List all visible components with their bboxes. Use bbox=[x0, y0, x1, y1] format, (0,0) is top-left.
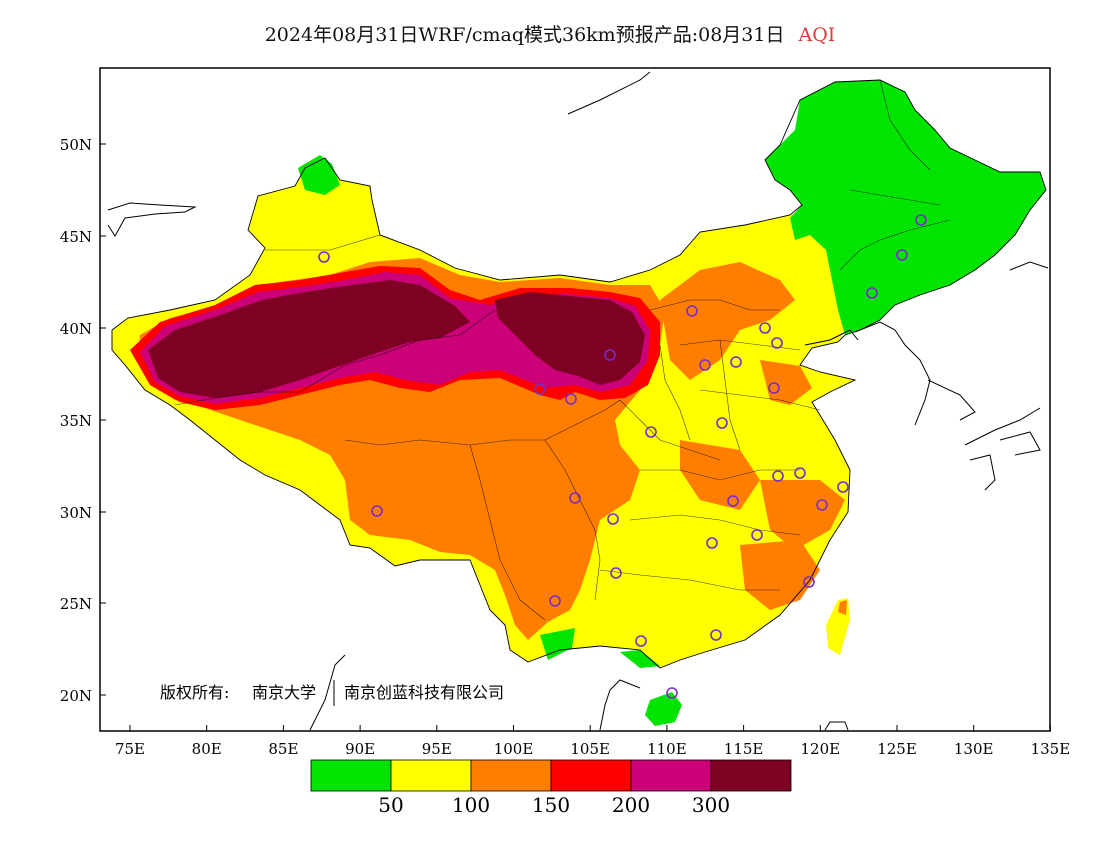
legend-label: 100 bbox=[452, 793, 490, 817]
region-usg-east5 bbox=[740, 540, 820, 610]
legend-label: 50 bbox=[378, 793, 403, 817]
city-station-marker bbox=[534, 383, 546, 395]
longitude-axis: 75E 80E 85E 90E 95E 100E 105E 110E 115E 120E 125E 1… bbox=[115, 725, 1070, 758]
city-station-marker bbox=[727, 495, 739, 507]
station-markers bbox=[318, 214, 927, 699]
copyright-label: 版权所有: bbox=[160, 683, 229, 702]
region-good-guangxi bbox=[620, 650, 660, 668]
coastlines bbox=[107, 71, 1049, 731]
aqi-legend: 50 100 150 200 300 bbox=[310, 759, 792, 817]
city-station-marker bbox=[772, 470, 784, 482]
legend-label: 200 bbox=[612, 793, 650, 817]
lon-tick-label: 135E bbox=[1031, 740, 1071, 758]
lon-tick-label: 110E bbox=[647, 740, 687, 758]
legend-swatch bbox=[390, 759, 472, 792]
city-station-marker bbox=[915, 214, 927, 226]
city-station-marker bbox=[686, 305, 698, 317]
region-good-south bbox=[540, 628, 575, 660]
lon-tick-label: 85E bbox=[268, 740, 298, 758]
city-station-marker bbox=[607, 513, 619, 525]
china-border bbox=[111, 79, 1047, 669]
city-station-marker bbox=[371, 505, 383, 517]
city-station-marker bbox=[794, 467, 806, 479]
city-station-marker bbox=[730, 356, 742, 368]
region-hazardous-2 bbox=[495, 292, 645, 385]
latitude-axis: 50N 45N 40N 35N 30N 25N 20N bbox=[60, 136, 106, 705]
legend-swatch bbox=[550, 759, 632, 792]
city-station-marker bbox=[645, 426, 657, 438]
legend-swatch bbox=[470, 759, 552, 792]
title-variable: AQI bbox=[798, 24, 836, 46]
city-station-marker bbox=[666, 687, 678, 699]
lon-tick-label: 115E bbox=[724, 740, 764, 758]
city-station-marker bbox=[699, 359, 711, 371]
city-station-marker bbox=[569, 492, 581, 504]
copyright-org1: 南京大学 bbox=[252, 683, 316, 702]
lat-tick-label: 40N bbox=[60, 320, 92, 338]
city-station-marker bbox=[710, 629, 722, 641]
copyright-note: 版权所有: 南京大学 南京创蓝科技有限公司 bbox=[160, 680, 504, 706]
lon-tick-label: 105E bbox=[570, 740, 610, 758]
city-station-marker bbox=[803, 576, 815, 588]
city-station-marker bbox=[635, 635, 647, 647]
region-good-hainan bbox=[645, 692, 682, 726]
legend-label: 300 bbox=[692, 793, 730, 817]
city-station-marker bbox=[610, 567, 622, 579]
map-content bbox=[107, 71, 1049, 731]
region-good-northeast bbox=[765, 80, 1046, 335]
lon-tick-label: 75E bbox=[115, 740, 145, 758]
region-hazardous bbox=[148, 280, 470, 398]
lon-tick-label: 80E bbox=[192, 740, 222, 758]
lat-tick-label: 20N bbox=[60, 687, 92, 705]
city-station-marker bbox=[549, 595, 561, 607]
city-station-marker bbox=[565, 393, 577, 405]
legend-swatch bbox=[310, 759, 392, 792]
lon-tick-label: 125E bbox=[877, 740, 917, 758]
region-taiwan-usg bbox=[838, 600, 847, 615]
region-usg-east2 bbox=[760, 360, 812, 405]
city-station-marker bbox=[716, 417, 728, 429]
lat-tick-label: 30N bbox=[60, 504, 92, 522]
province-boundaries bbox=[174, 79, 951, 621]
city-station-marker bbox=[318, 251, 330, 263]
city-station-marker bbox=[866, 287, 878, 299]
city-station-marker bbox=[768, 382, 780, 394]
legend-label: 150 bbox=[532, 793, 570, 817]
city-station-marker bbox=[604, 349, 616, 361]
lat-tick-label: 45N bbox=[60, 228, 92, 246]
city-station-marker bbox=[816, 499, 828, 511]
lon-tick-label: 90E bbox=[345, 740, 375, 758]
legend-swatch bbox=[710, 759, 792, 792]
city-station-marker bbox=[751, 529, 763, 541]
lon-tick-label: 100E bbox=[494, 740, 534, 758]
map-title: 2024年08月31日WRF/cmaq模式36km预报产品:08月31日 AQI bbox=[0, 20, 1100, 47]
lat-tick-label: 35N bbox=[60, 412, 92, 430]
city-station-marker bbox=[837, 481, 849, 493]
lon-tick-label: 120E bbox=[801, 740, 841, 758]
lon-tick-label: 95E bbox=[422, 740, 452, 758]
lon-tick-label: 130E bbox=[954, 740, 994, 758]
copyright-org2: 南京创蓝科技有限公司 bbox=[344, 683, 504, 702]
city-station-marker bbox=[706, 537, 718, 549]
title-main: 2024年08月31日WRF/cmaq模式36km预报产品:08月31日 bbox=[264, 24, 785, 46]
lat-tick-label: 25N bbox=[60, 595, 92, 613]
city-station-marker bbox=[759, 322, 771, 334]
city-station-marker bbox=[896, 249, 908, 261]
city-station-marker bbox=[771, 337, 783, 349]
region-usg-east1 bbox=[660, 262, 795, 380]
region-usg-east3 bbox=[680, 440, 760, 510]
lat-tick-label: 50N bbox=[60, 136, 92, 154]
legend-swatch bbox=[630, 759, 712, 792]
